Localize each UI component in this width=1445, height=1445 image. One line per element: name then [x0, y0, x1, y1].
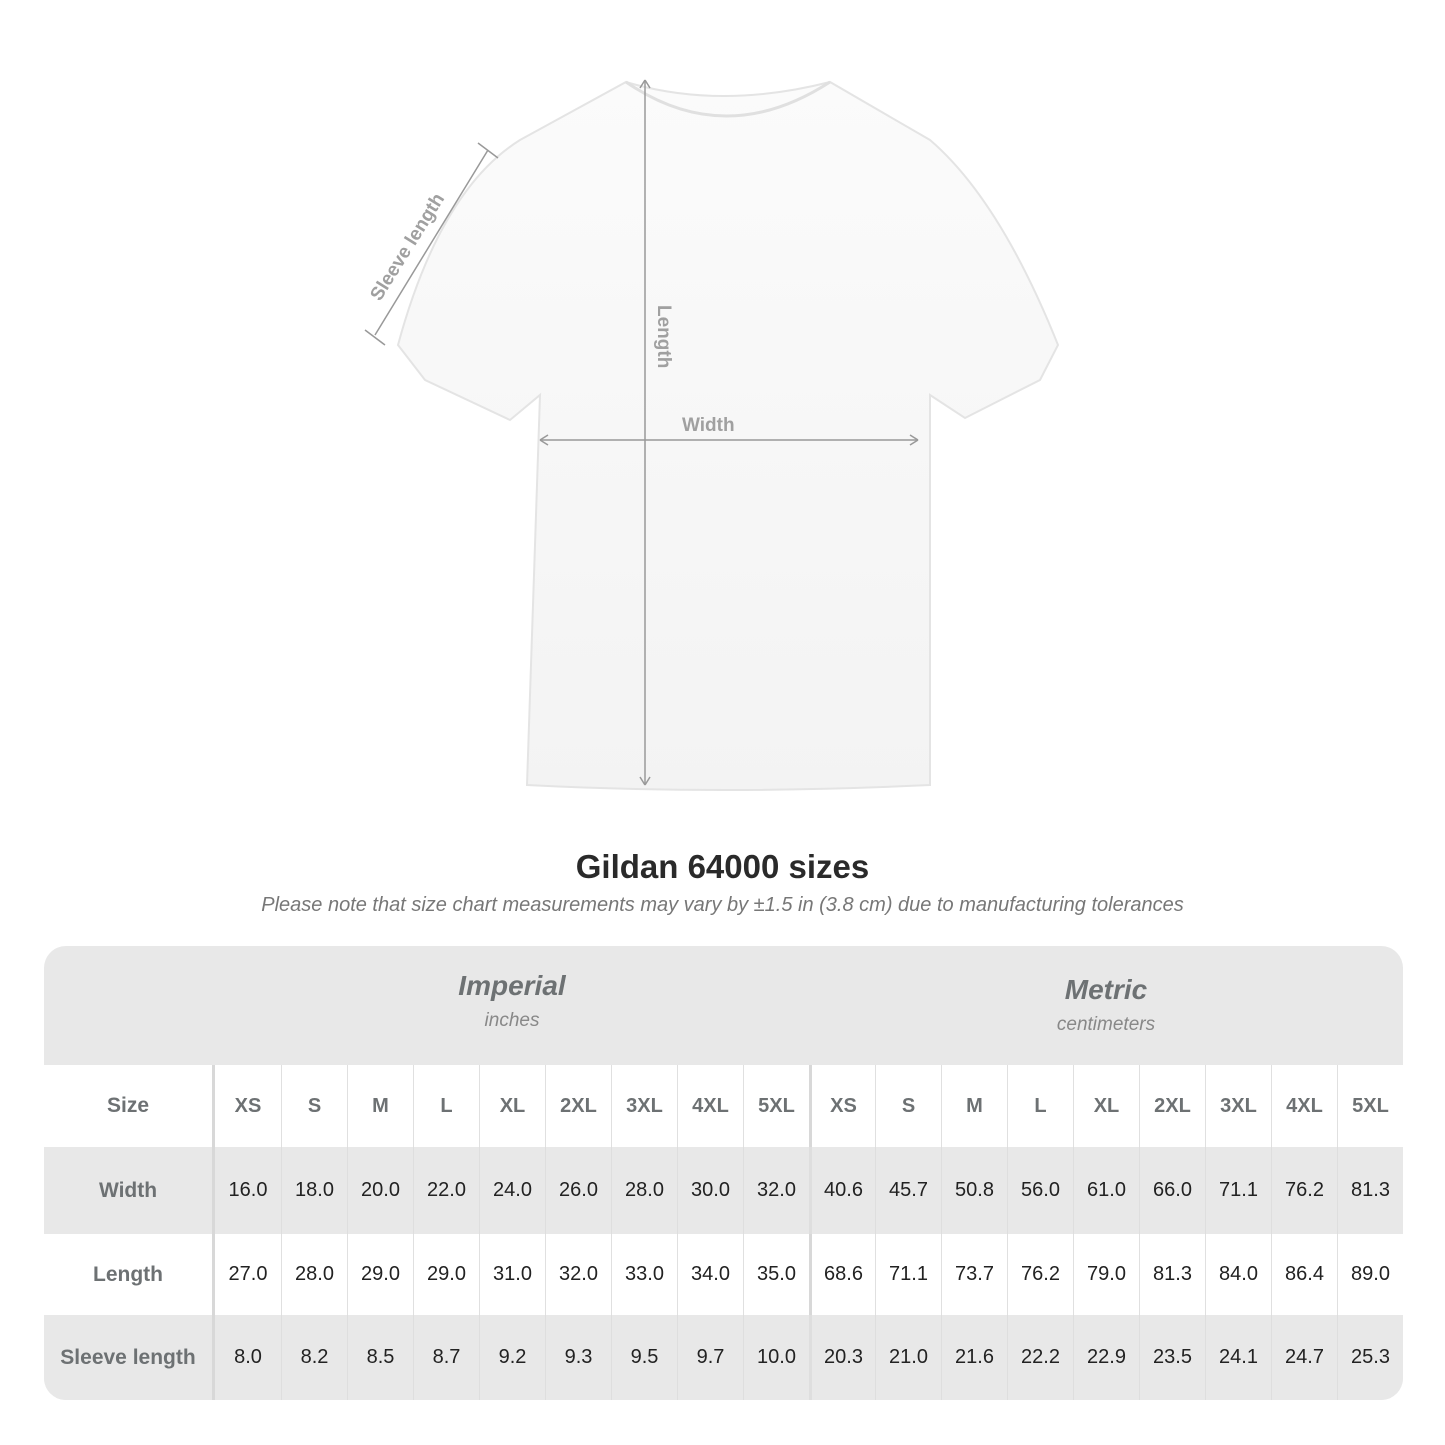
- imperial-value-cell: 10.0: [743, 1315, 809, 1400]
- metric-value-cell: 22.2: [1007, 1315, 1073, 1400]
- metric-value-cell: 40.6: [809, 1147, 875, 1234]
- imperial-value-cell: 35.0: [743, 1234, 809, 1315]
- metric-value-cell: 66.0: [1139, 1147, 1205, 1234]
- imperial-value-cell: 9.2: [479, 1315, 545, 1400]
- imperial-value-cell: 30.0: [677, 1147, 743, 1234]
- size-metric-header: 5XL: [1337, 1065, 1403, 1147]
- imperial-unit: inches: [484, 1010, 540, 1031]
- imperial-value-cell: 32.0: [743, 1147, 809, 1234]
- size-table: Imperial inches Metric centimeters Size X…: [44, 946, 1403, 1400]
- imperial-title: Imperial: [458, 970, 566, 1001]
- metric-value-cell: 50.8: [941, 1147, 1007, 1234]
- imperial-value-cell: 18.0: [281, 1147, 347, 1234]
- size-imperial-header: XS: [234, 1094, 262, 1117]
- metric-value-cell: 24.1: [1205, 1315, 1271, 1400]
- metric-value-cell: 84.0: [1205, 1234, 1271, 1315]
- row-label: Sleeve length: [44, 1315, 215, 1400]
- metric-value-cell: 81.3: [1337, 1147, 1403, 1234]
- imperial-value-cell: 8.7: [413, 1315, 479, 1400]
- imperial-value-cell: 26.0: [545, 1147, 611, 1234]
- imperial-value-cell: 16.0: [228, 1179, 268, 1201]
- metric-value-cell: 23.5: [1139, 1315, 1205, 1400]
- size-header-row: Size XS S M L XL 2XL 3XL 4XL 5XL XS S M L XL 2XL 3XL 4XL 5…: [44, 1065, 1403, 1147]
- imperial-value-cell: 20.0: [347, 1147, 413, 1234]
- imperial-value-cell: 9.7: [677, 1315, 743, 1400]
- imperial-value-cell: 33.0: [611, 1234, 677, 1315]
- size-imperial-header: XL: [479, 1065, 545, 1147]
- imperial-value-cell: 27.0: [228, 1263, 268, 1285]
- metric-value-cell: 25.3: [1337, 1315, 1403, 1400]
- size-imperial-header: 2XL: [545, 1065, 611, 1147]
- size-imperial-header: 5XL: [743, 1065, 809, 1147]
- metric-value-cell: 24.7: [1271, 1315, 1337, 1400]
- table-row: Length 27.0 28.0 29.0 29.0 31.0 32.0 33.0 34.0 35…: [44, 1234, 1403, 1315]
- imperial-value-cell: 29.0: [347, 1234, 413, 1315]
- size-metric-header: S: [875, 1065, 941, 1147]
- metric-title: Metric: [1064, 974, 1148, 1005]
- metric-value-cell: 86.4: [1271, 1234, 1337, 1315]
- metric-value-cell: 71.1: [1205, 1147, 1271, 1234]
- imperial-value-cell: 9.3: [545, 1315, 611, 1400]
- sleeve-measure-line: [374, 149, 489, 336]
- size-metric-header: XL: [1073, 1065, 1139, 1147]
- imperial-value-cell: 28.0: [281, 1234, 347, 1315]
- metric-value-cell: 20.3: [809, 1315, 875, 1400]
- metric-value-cell: 21.6: [941, 1315, 1007, 1400]
- metric-unit: centimeters: [1056, 1014, 1156, 1035]
- row-label: Length: [44, 1234, 215, 1315]
- metric-value-cell: 79.0: [1073, 1234, 1139, 1315]
- tolerance-note: Please note that size chart measurements…: [261, 894, 1184, 916]
- length-label: Length: [653, 305, 674, 368]
- tshirt-image: [396, 80, 1060, 791]
- size-label: Size: [44, 1065, 215, 1147]
- metric-value-cell: 76.2: [1007, 1234, 1073, 1315]
- metric-value-cell: 89.0: [1337, 1234, 1403, 1315]
- imperial-value-cell: 31.0: [479, 1234, 545, 1315]
- size-metric-header: L: [1007, 1065, 1073, 1147]
- imperial-value-cell: 8.2: [281, 1315, 347, 1400]
- row-label: Width: [44, 1147, 215, 1234]
- tshirt-diagram: Sleeve length Length Width: [364, 79, 1060, 791]
- page-title: Gildan 64000 sizes: [575, 848, 870, 885]
- table-row: Sleeve length 8.0 8.2 8.5 8.7 9.2 9.3 9.5 9.7 10.…: [44, 1315, 1403, 1400]
- imperial-value-cell: 32.0: [545, 1234, 611, 1315]
- metric-value-cell: 76.2: [1271, 1147, 1337, 1234]
- metric-value-cell: 61.0: [1073, 1147, 1139, 1234]
- size-imperial-header: 3XL: [611, 1065, 677, 1147]
- width-label: Width: [682, 415, 735, 436]
- metric-value-cell: 68.6: [809, 1234, 875, 1315]
- size-metric-header: 4XL: [1271, 1065, 1337, 1147]
- size-metric-header: 2XL: [1139, 1065, 1205, 1147]
- metric-value-cell: 22.9: [1073, 1315, 1139, 1400]
- size-imperial-header: S: [281, 1065, 347, 1147]
- imperial-value-cell: 34.0: [677, 1234, 743, 1315]
- size-metric-header: M: [941, 1065, 1007, 1147]
- imperial-value-cell: 8.5: [347, 1315, 413, 1400]
- metric-value-cell: 45.7: [875, 1147, 941, 1234]
- metric-value-cell: 21.0: [875, 1315, 941, 1400]
- imperial-value-cell: 22.0: [413, 1147, 479, 1234]
- imperial-value-cell: 28.0: [611, 1147, 677, 1234]
- metric-value-cell: 81.3: [1139, 1234, 1205, 1315]
- imperial-value-cell: 29.0: [413, 1234, 479, 1315]
- imperial-value-cell: 9.5: [611, 1315, 677, 1400]
- size-metric-header: XS: [809, 1065, 875, 1147]
- metric-value-cell: 71.1: [875, 1234, 941, 1315]
- size-imperial-header: M: [347, 1065, 413, 1147]
- imperial-value-cell: 24.0: [479, 1147, 545, 1234]
- size-metric-header: 3XL: [1205, 1065, 1271, 1147]
- table-row: Width 16.0 18.0 20.0 22.0 24.0 26.0 28.0 30.0 32.…: [44, 1147, 1403, 1234]
- size-imperial-header: L: [413, 1065, 479, 1147]
- metric-value-cell: 73.7: [941, 1234, 1007, 1315]
- imperial-header: Imperial inches: [215, 946, 809, 1065]
- imperial-value-cell: 8.0: [234, 1346, 262, 1368]
- metric-header: Metric centimeters: [809, 950, 1403, 1069]
- metric-value-cell: 56.0: [1007, 1147, 1073, 1234]
- size-imperial-header: 4XL: [677, 1065, 743, 1147]
